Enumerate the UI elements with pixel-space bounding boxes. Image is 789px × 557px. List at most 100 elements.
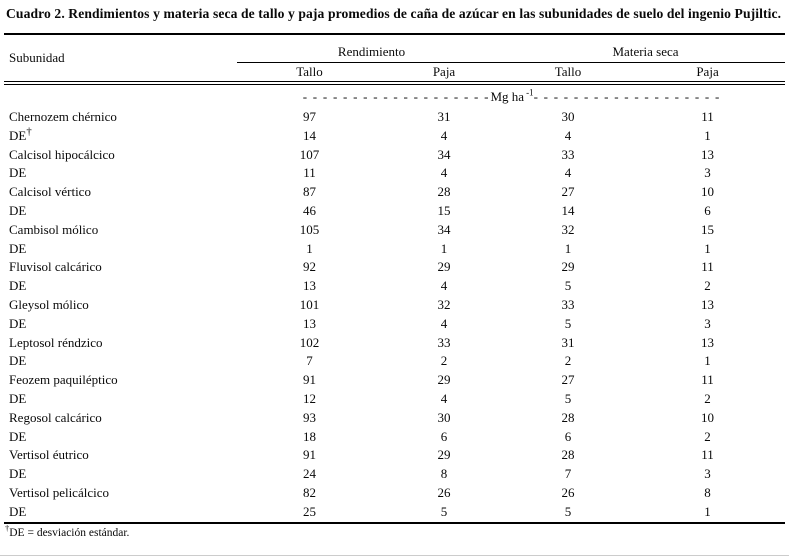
row-label: DE [9,240,27,256]
value-cell: 32 [561,221,575,237]
row-label: Chernozem chérnico [9,109,117,124]
value-cell: 2 [704,390,711,406]
value-cell: 11 [701,447,714,463]
value-cell: 4 [564,165,572,181]
table-row: Vertisol éutrico 91 29 28 11 [4,446,785,465]
value-cell: 28 [561,447,575,463]
subheader-tallo-rendimiento: Tallo [237,62,382,85]
value-cell: 28 [561,409,575,425]
value-cell: 4 [440,315,448,331]
row-label-dagger: † [26,125,32,138]
value-cell: 11 [701,109,714,124]
subheader-paja-materia-seca: Paja [630,62,786,85]
row-label: Vertisol éutrico [9,447,89,463]
table-body: Chernozem chérnico 97 31 30 11 DE† 14 4 4 1 Calcis… [4,108,785,523]
value-cell: 32 [437,296,451,312]
row-label: DE [9,503,27,519]
units-exponent: -1 [526,87,534,98]
value-cell: 3 [704,315,711,331]
value-cell: 10 [701,409,715,425]
value-cell: 14 [303,127,316,143]
value-cell: 1 [440,240,448,256]
value-cell: 97 [303,109,316,124]
row-label: Calcisol vértico [9,184,91,200]
table-footnote: †DE = desviación estándar. [5,523,789,539]
value-cell: 30 [561,109,575,124]
table-row: DE† 14 4 4 1 [4,125,785,146]
table-row: DE 1 1 1 1 [4,240,785,259]
spanner-rendimiento: Rendimiento [237,34,507,63]
scan-edge-line [0,555,789,556]
table-row: DE 18 6 6 2 [4,428,785,447]
value-cell: 1 [704,240,711,256]
units-dashes-left: - - - - - - - - - - - - - - - - - - - [302,88,489,104]
row-label: DE [9,390,27,406]
value-cell: 26 [437,484,451,500]
value-cell: 6 [704,202,711,218]
subheader-tallo-materia-seca: Tallo [506,62,631,85]
row-label: DE [9,353,27,369]
value-cell: 13 [701,334,715,350]
value-cell: 2 [704,428,711,444]
row-label: DE [9,278,27,294]
value-cell: 4 [440,390,448,406]
value-cell: 5 [564,278,572,294]
value-cell: 4 [440,278,448,294]
value-cell: 34 [437,146,451,162]
column-header-subunidad: Subunidad [4,34,237,85]
value-cell: 15 [437,202,451,218]
value-cell: 12 [303,390,316,406]
value-cell: 33 [437,334,451,350]
table-row: Chernozem chérnico 97 31 30 11 [4,108,785,127]
value-cell: 10 [701,184,715,200]
value-cell: 2 [704,278,711,294]
value-cell: 29 [437,259,451,275]
header-spanner-row: Subunidad Rendimiento Materia seca [4,34,786,85]
value-cell: 6 [564,428,572,444]
row-label: Fluvisol calcárico [9,259,102,275]
value-cell: 33 [561,296,575,312]
value-cell: 29 [437,447,451,463]
footnote-text: DE = desviación estándar. [9,526,130,539]
value-cell: 92 [303,259,316,275]
table-row: Calcisol hipocálcico 107 34 33 13 [4,146,785,165]
value-cell: 27 [561,372,575,388]
value-cell: 102 [299,334,320,350]
value-cell: 13 [701,146,715,162]
table-row: DE 46 15 14 6 [4,202,785,221]
data-table: Subunidad Rendimiento Materia seca Tallo… [4,33,786,524]
value-cell: 8 [704,484,711,500]
value-cell: 8 [440,466,448,482]
value-cell: 11 [701,372,714,388]
value-cell: 28 [437,184,451,200]
value-cell: 5 [564,315,572,331]
table-row: Regosol calcárico 93 30 28 10 [4,409,785,428]
value-cell: 13 [303,315,316,331]
row-label: Gleysol mólico [9,296,89,312]
row-label: DE [9,202,27,218]
value-cell: 3 [704,466,711,482]
units-unit: Mg ha [490,88,525,104]
value-cell: 4 [440,165,448,181]
units-dashes-right: - - - - - - - - - - - - - - - - - - - [533,88,720,104]
table-row: Vertisol pelicálcico 82 26 26 8 [4,484,785,503]
spanner-materia-seca: Materia seca [506,34,786,63]
table-row: Calcisol vértico 87 28 27 10 [4,183,785,202]
value-cell: 29 [437,372,451,388]
value-cell: 91 [303,372,316,388]
value-cell: 30 [437,409,451,425]
header-sub-row: Tallo Paja Tallo Paja [4,62,786,85]
value-cell: 14 [561,202,575,218]
row-label: Cambisol mólico [9,221,99,237]
row-label: Leptosol réndzico [9,334,103,350]
table-row: Cambisol mólico 105 34 32 15 [4,221,785,240]
value-cell: 1 [306,240,313,256]
value-cell: 101 [299,296,320,312]
value-cell: 2 [564,353,572,369]
value-cell: 93 [303,409,316,425]
value-cell: 2 [440,353,448,369]
table-row: DE 24 8 7 3 [4,465,785,484]
value-cell: 5 [564,503,572,519]
value-cell: 31 [437,109,451,124]
